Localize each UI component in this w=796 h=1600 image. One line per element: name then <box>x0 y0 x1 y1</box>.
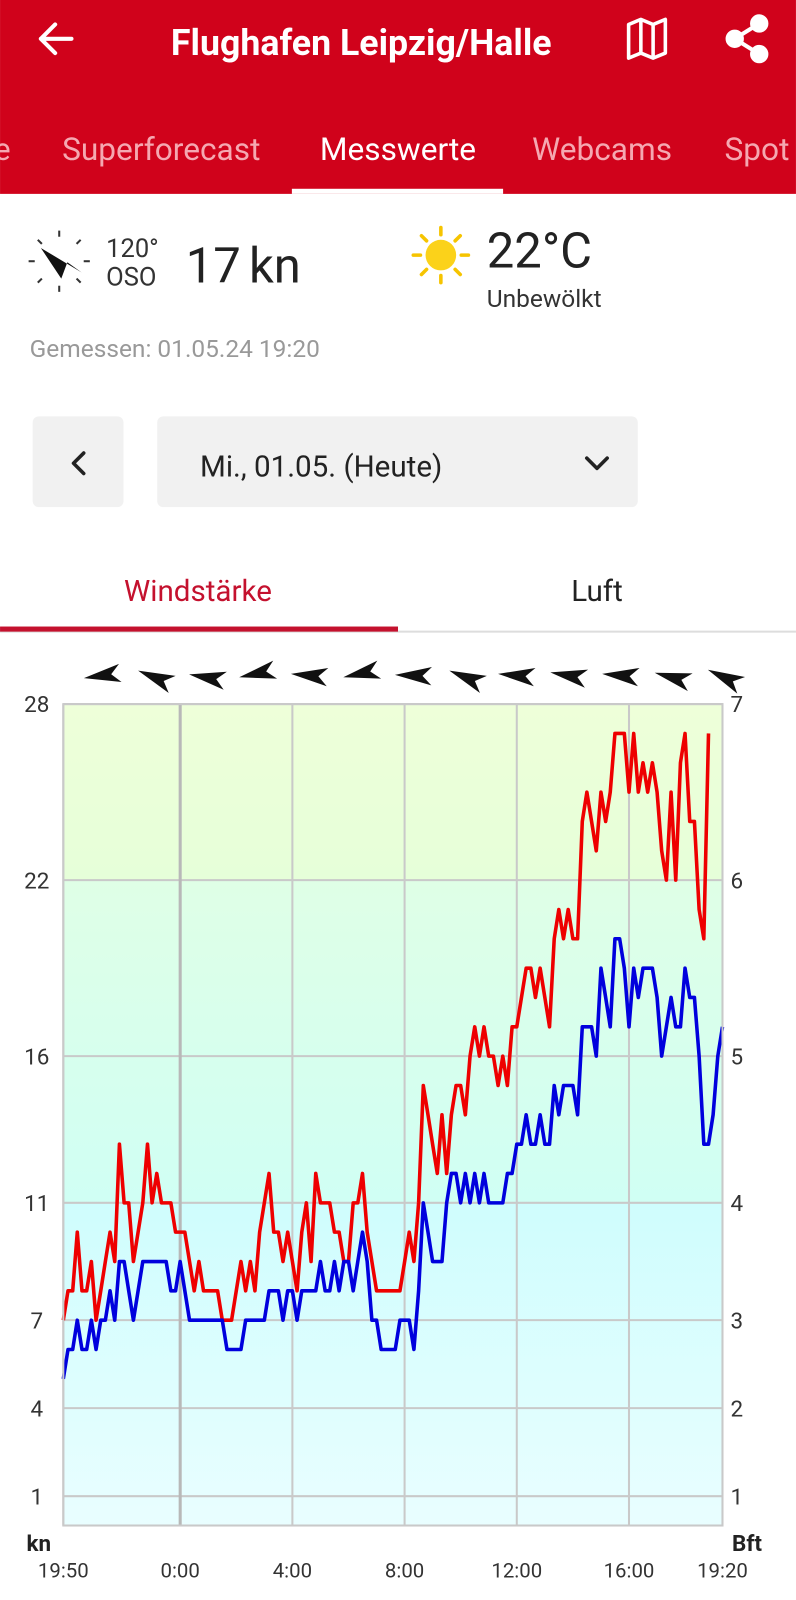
date-text: Mi., 01.05. (Heute) <box>200 451 442 485</box>
y2-axis-unit: Bft <box>732 1531 762 1557</box>
direction: OSO <box>106 263 156 293</box>
back-button[interactable] <box>38 22 74 56</box>
wind-speed: 17 kn <box>186 238 301 295</box>
y2-tick-label: 7 <box>730 692 743 718</box>
tab-indicator <box>291 188 504 194</box>
y-tick-label: 28 <box>24 692 49 718</box>
tab[interactable]: Superforecast <box>62 131 260 168</box>
y-tick-label: 1 <box>30 1484 43 1510</box>
subtab-indicator <box>0 626 399 632</box>
y2-tick-label: 3 <box>730 1308 743 1334</box>
tab-active[interactable]: Messwerte <box>320 131 476 168</box>
x-tick-label: 8:00 <box>385 1559 424 1583</box>
y-tick-label: 11 <box>24 1191 49 1217</box>
title: Flughafen Leipzig/Halle <box>171 22 552 64</box>
share-button[interactable] <box>725 14 769 64</box>
wind-unit: kn <box>249 238 301 295</box>
x-tick-label: 4:00 <box>273 1559 312 1583</box>
tab[interactable]: e <box>0 131 11 168</box>
wind-line <box>61 731 711 1322</box>
dropdown-icon <box>584 456 609 471</box>
x-tick-label: 12:00 <box>491 1559 542 1583</box>
y2-tick-label: 1 <box>730 1484 743 1510</box>
y2-tick-label: 2 <box>730 1396 743 1422</box>
tab[interactable]: Spot <box>725 131 790 168</box>
temperature: 22°C <box>487 222 592 279</box>
tab[interactable]: Webcams <box>532 131 672 168</box>
x-tick-label: 0:00 <box>161 1559 200 1583</box>
y-tick-label: 7 <box>30 1308 43 1334</box>
divider <box>0 630 796 633</box>
subtab[interactable]: Luft <box>571 575 623 609</box>
prev-icon <box>71 451 86 476</box>
direction-degrees: 120° <box>106 234 159 264</box>
date-dropdown[interactable] <box>157 416 638 508</box>
y-axis-unit: kn <box>27 1531 52 1557</box>
wind-line <box>61 936 725 1380</box>
chart: 1 4 7 11 16 22 28 1 2 3 4 5 6 7 19:50 0:00 4:00 8:00 12:00… <box>24 692 748 1582</box>
direction-arrows <box>83 660 746 694</box>
app-bar <box>0 0 796 194</box>
subtab-active[interactable]: Windstärke <box>124 575 272 609</box>
compass-icon <box>28 230 90 292</box>
x-tick-label: 16:00 <box>604 1559 655 1583</box>
wind-value: 17 <box>186 238 241 295</box>
condition: Unbewölkt <box>487 284 602 313</box>
y2-tick-label: 6 <box>730 868 743 894</box>
prev-day-button[interactable] <box>32 416 124 508</box>
measured-time: Gemessen: 01.05.24 19:20 <box>30 334 320 363</box>
plot-background <box>63 704 723 1526</box>
plot-border <box>62 703 724 1527</box>
x-tick-label: 19:20 <box>697 1559 748 1583</box>
sun-icon <box>411 225 471 285</box>
x-tick-label: 19:50 <box>38 1559 89 1583</box>
y2-tick-label: 5 <box>730 1044 743 1070</box>
y2-tick-label: 4 <box>730 1191 743 1217</box>
y-tick-label: 4 <box>30 1396 43 1422</box>
map-button[interactable] <box>626 17 668 60</box>
y-tick-label: 16 <box>24 1044 49 1070</box>
y-tick-label: 22 <box>24 868 49 894</box>
